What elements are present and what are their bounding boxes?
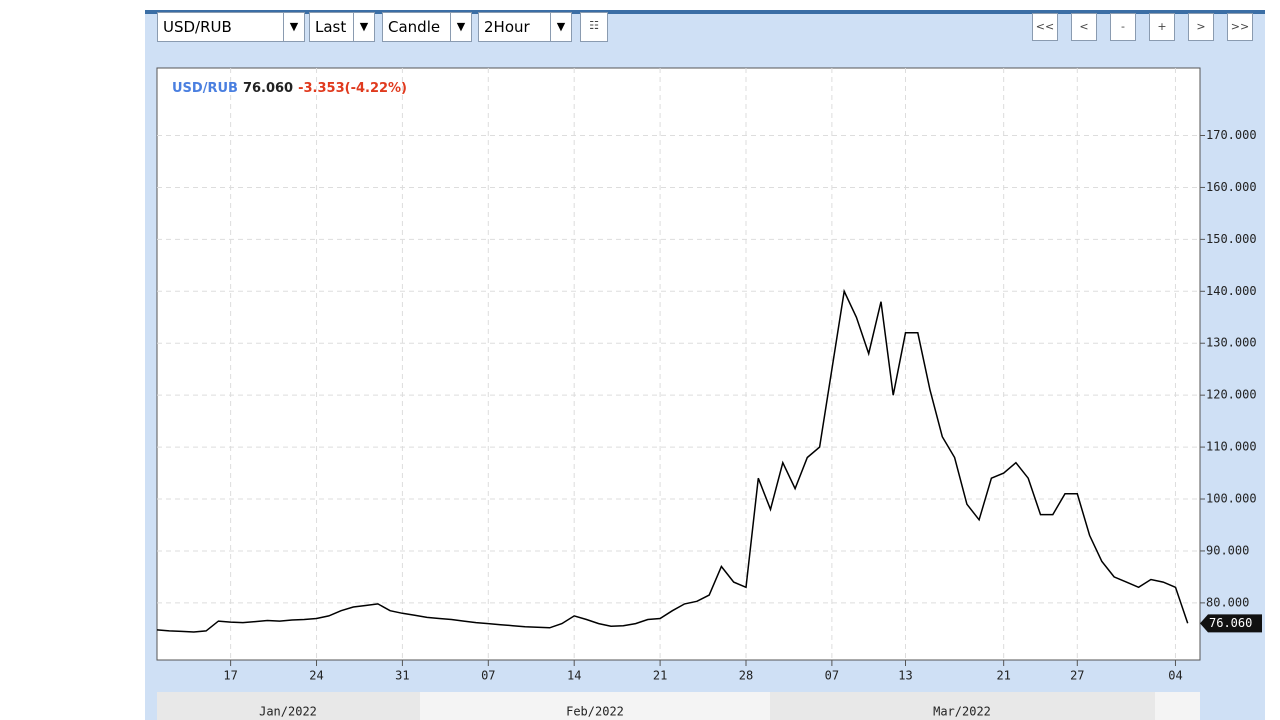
month-label: Feb/2022 (566, 705, 624, 719)
table-icon-button[interactable]: ☷ (580, 12, 608, 42)
month-label: Jan/2022 (259, 705, 317, 719)
x-tick-label: 21 (996, 669, 1010, 683)
y-tick-label: 150.000 (1206, 232, 1257, 246)
nav-button[interactable]: >> (1227, 13, 1253, 41)
x-tick-label: 31 (395, 669, 409, 683)
y-tick-label: 130.000 (1206, 336, 1257, 350)
y-tick-label: 90.000 (1206, 543, 1249, 557)
dropdown[interactable]: Last ▼ (309, 12, 375, 42)
nav-button[interactable]: + (1149, 13, 1175, 41)
chart-header: USD/RUB 76.060 -3.353(-4.22%) (172, 81, 407, 96)
month-label: Mar/2022 (933, 705, 991, 719)
y-tick-label: 170.000 (1206, 128, 1257, 142)
x-tick-label: 17 (223, 669, 237, 683)
last-price-label: 76.060 (1209, 616, 1252, 630)
y-tick-label: 120.000 (1206, 388, 1257, 402)
x-tick-label: 28 (739, 669, 753, 683)
dropdown-arrow[interactable]: ▼ (450, 13, 471, 41)
nav-button[interactable]: << (1032, 13, 1058, 41)
dropdown-arrow[interactable]: ▼ (550, 13, 571, 41)
x-tick-label: 07 (825, 669, 839, 683)
header-last: 76.060 (243, 81, 293, 96)
x-tick-label: 21 (653, 669, 667, 683)
y-tick-label: 100.000 (1206, 492, 1257, 506)
x-tick-label: 14 (567, 669, 581, 683)
nav-button[interactable]: - (1110, 13, 1136, 41)
plot-area (156, 67, 1201, 661)
nav-button[interactable]: < (1071, 13, 1097, 41)
dropdown-arrow[interactable]: ▼ (353, 13, 374, 41)
dropdown[interactable]: USD/RUB ▼ (157, 12, 305, 42)
y-tick-label: 160.000 (1206, 180, 1257, 194)
x-tick-label: 07 (481, 669, 495, 683)
dropdown[interactable]: 2Hour ▼ (478, 12, 572, 42)
dropdown-arrow[interactable]: ▼ (283, 13, 304, 41)
y-tick-label: 110.000 (1206, 440, 1257, 454)
x-tick-label: 04 (1168, 669, 1182, 683)
month-band (157, 692, 420, 720)
x-tick-label: 27 (1070, 669, 1084, 683)
price-line (156, 288, 1189, 633)
y-tick-label: 140.000 (1206, 284, 1257, 298)
month-band (420, 692, 770, 720)
month-band (770, 692, 1155, 720)
header-symbol: USD/RUB (172, 81, 238, 96)
nav-button[interactable]: > (1188, 13, 1214, 41)
header-change: -3.353(-4.22%) (298, 81, 407, 96)
x-tick-label: 24 (309, 669, 323, 683)
x-tick-label: 13 (898, 669, 912, 683)
last-price-tag (1200, 614, 1262, 633)
month-band (1155, 692, 1200, 720)
y-tick-label: 80.000 (1206, 595, 1249, 609)
dropdown[interactable]: Candle ▼ (382, 12, 472, 42)
